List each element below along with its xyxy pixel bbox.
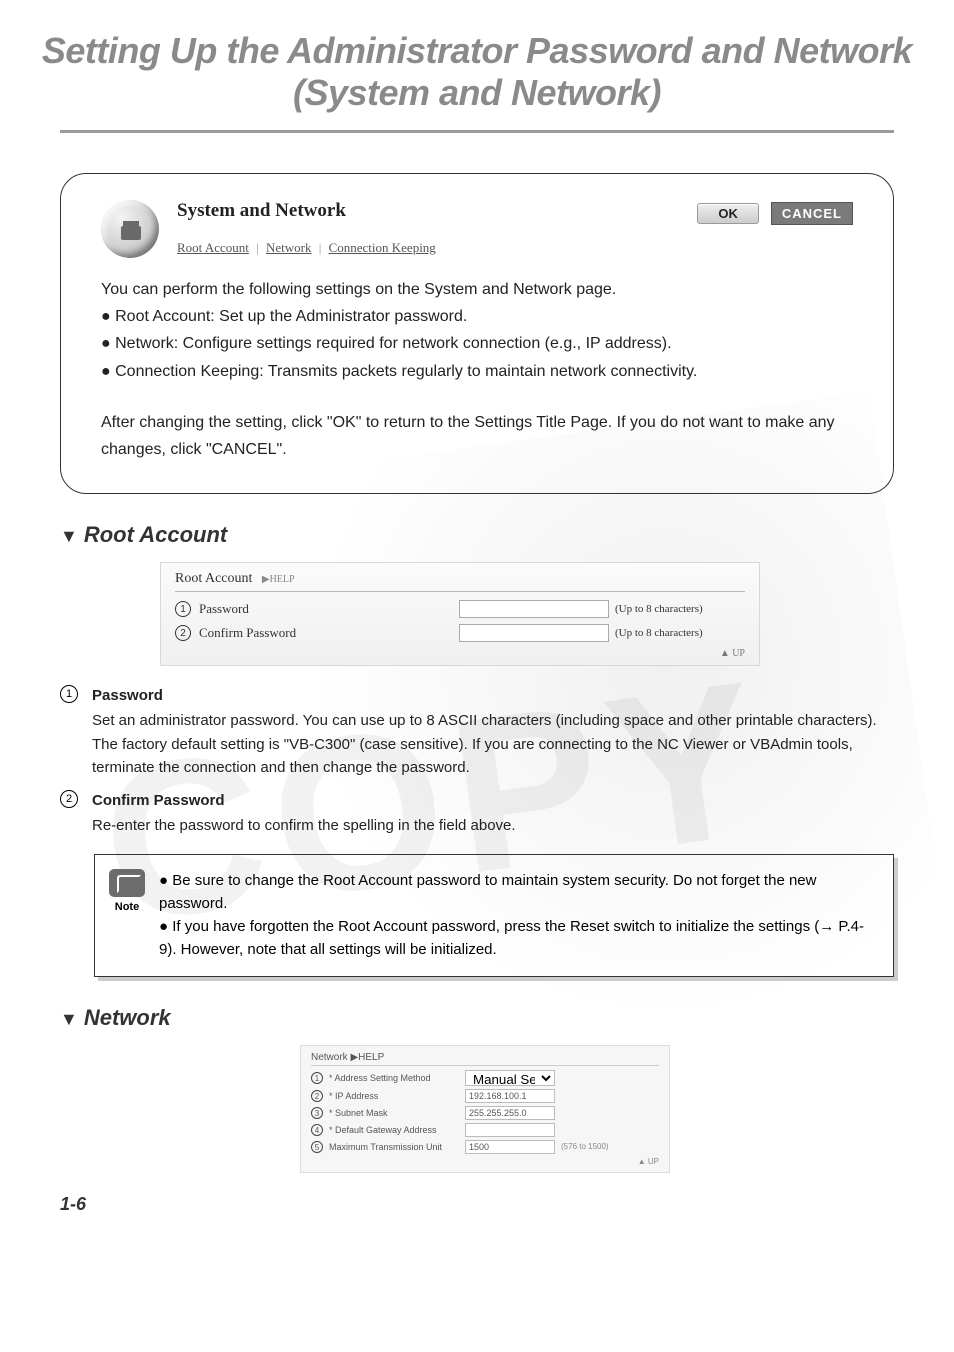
circled-2-icon: 2 bbox=[311, 1090, 323, 1102]
circled-1-icon: 1 bbox=[311, 1072, 323, 1084]
ok-button[interactable]: OK bbox=[697, 203, 759, 224]
note-icon bbox=[109, 869, 145, 897]
circled-3-icon: 3 bbox=[311, 1107, 323, 1119]
shot-title-text: Network ▶HELP bbox=[311, 1052, 659, 1066]
breadcrumb-network[interactable]: Network bbox=[266, 240, 312, 255]
hint-text: (Up to 8 characters) bbox=[615, 627, 703, 639]
title-underline bbox=[60, 130, 894, 133]
shot-title-text: Root Account bbox=[175, 571, 252, 586]
screenshot-root-account: Root Account ▶HELP 1 Password (Up to 8 c… bbox=[160, 562, 760, 666]
breadcrumb: Root Account | Network | Connection Keep… bbox=[177, 240, 679, 256]
intro-after: After changing the setting, click "OK" t… bbox=[101, 409, 853, 463]
ip-address-field[interactable]: 192.168.100.1 bbox=[465, 1089, 555, 1103]
breadcrumb-root-account[interactable]: Root Account bbox=[177, 240, 249, 255]
up-link[interactable]: ▲ UP bbox=[175, 648, 745, 659]
section-root-account: ▼Root Account bbox=[60, 522, 894, 548]
label-address-method: * Address Setting Method bbox=[329, 1073, 459, 1083]
hint-text: (Up to 8 characters) bbox=[615, 603, 703, 615]
section-network: ▼Network bbox=[60, 1005, 894, 1031]
screenshot-network: Network ▶HELP 1 * Address Setting Method… bbox=[300, 1045, 670, 1173]
circled-2-icon: 2 bbox=[60, 789, 80, 838]
cancel-button[interactable]: CANCEL bbox=[771, 202, 853, 225]
label-mtu: Maximum Transmission Unit bbox=[329, 1142, 459, 1152]
desc-text-password: Set an administrator password. You can u… bbox=[92, 712, 877, 776]
note-box: Note Be sure to change the Root Account … bbox=[94, 854, 894, 977]
page-number: 1-6 bbox=[60, 1194, 86, 1215]
help-link[interactable]: ▶HELP bbox=[262, 574, 295, 585]
intro-bullet: Network: Configure settings required for… bbox=[101, 330, 853, 357]
label-ip-address: * IP Address bbox=[329, 1091, 459, 1101]
address-method-select[interactable]: Manual Setting bbox=[465, 1070, 555, 1086]
mtu-field[interactable]: 1500 bbox=[465, 1140, 555, 1154]
label-subnet-mask: * Subnet Mask bbox=[329, 1108, 459, 1118]
label-gateway: * Default Gateway Address bbox=[329, 1125, 459, 1135]
intro-bullet: Root Account: Set up the Administrator p… bbox=[101, 303, 853, 330]
circled-2-icon: 2 bbox=[175, 625, 191, 641]
lock-orb-icon bbox=[101, 200, 159, 258]
page-title: Setting Up the Administrator Password an… bbox=[0, 0, 954, 130]
confirm-password-input[interactable] bbox=[459, 624, 609, 642]
circled-4-icon: 4 bbox=[311, 1124, 323, 1136]
intro-bullet: Connection Keeping: Transmits packets re… bbox=[101, 358, 853, 385]
up-link[interactable]: ▲ UP bbox=[311, 1157, 659, 1166]
hint-text: (576 to 1500) bbox=[561, 1142, 609, 1151]
label-confirm-password: Confirm Password bbox=[199, 625, 349, 641]
circled-1-icon: 1 bbox=[175, 601, 191, 617]
desc-text-confirm: Re-enter the password to confirm the spe… bbox=[92, 817, 516, 834]
breadcrumb-connection-keeping[interactable]: Connection Keeping bbox=[329, 240, 436, 255]
circled-5-icon: 5 bbox=[311, 1141, 323, 1153]
triangle-down-icon: ▼ bbox=[60, 526, 78, 546]
desc-title-confirm: Confirm Password bbox=[92, 789, 894, 812]
gateway-field[interactable] bbox=[465, 1123, 555, 1137]
note-line: If you have forgotten the Root Account p… bbox=[159, 918, 864, 958]
triangle-down-icon: ▼ bbox=[60, 1009, 78, 1029]
password-input[interactable] bbox=[459, 600, 609, 618]
intro-lead: You can perform the following settings o… bbox=[101, 276, 853, 303]
circled-1-icon: 1 bbox=[60, 684, 80, 779]
subnet-mask-field[interactable]: 255.255.255.0 bbox=[465, 1106, 555, 1120]
info-box-title: System and Network bbox=[177, 200, 679, 222]
desc-title-password: Password bbox=[92, 684, 894, 707]
label-password: Password bbox=[199, 601, 349, 617]
note-label: Note bbox=[109, 899, 145, 916]
note-line: Be sure to change the Root Account passw… bbox=[159, 872, 816, 912]
info-box: System and Network Root Account | Networ… bbox=[60, 173, 894, 494]
